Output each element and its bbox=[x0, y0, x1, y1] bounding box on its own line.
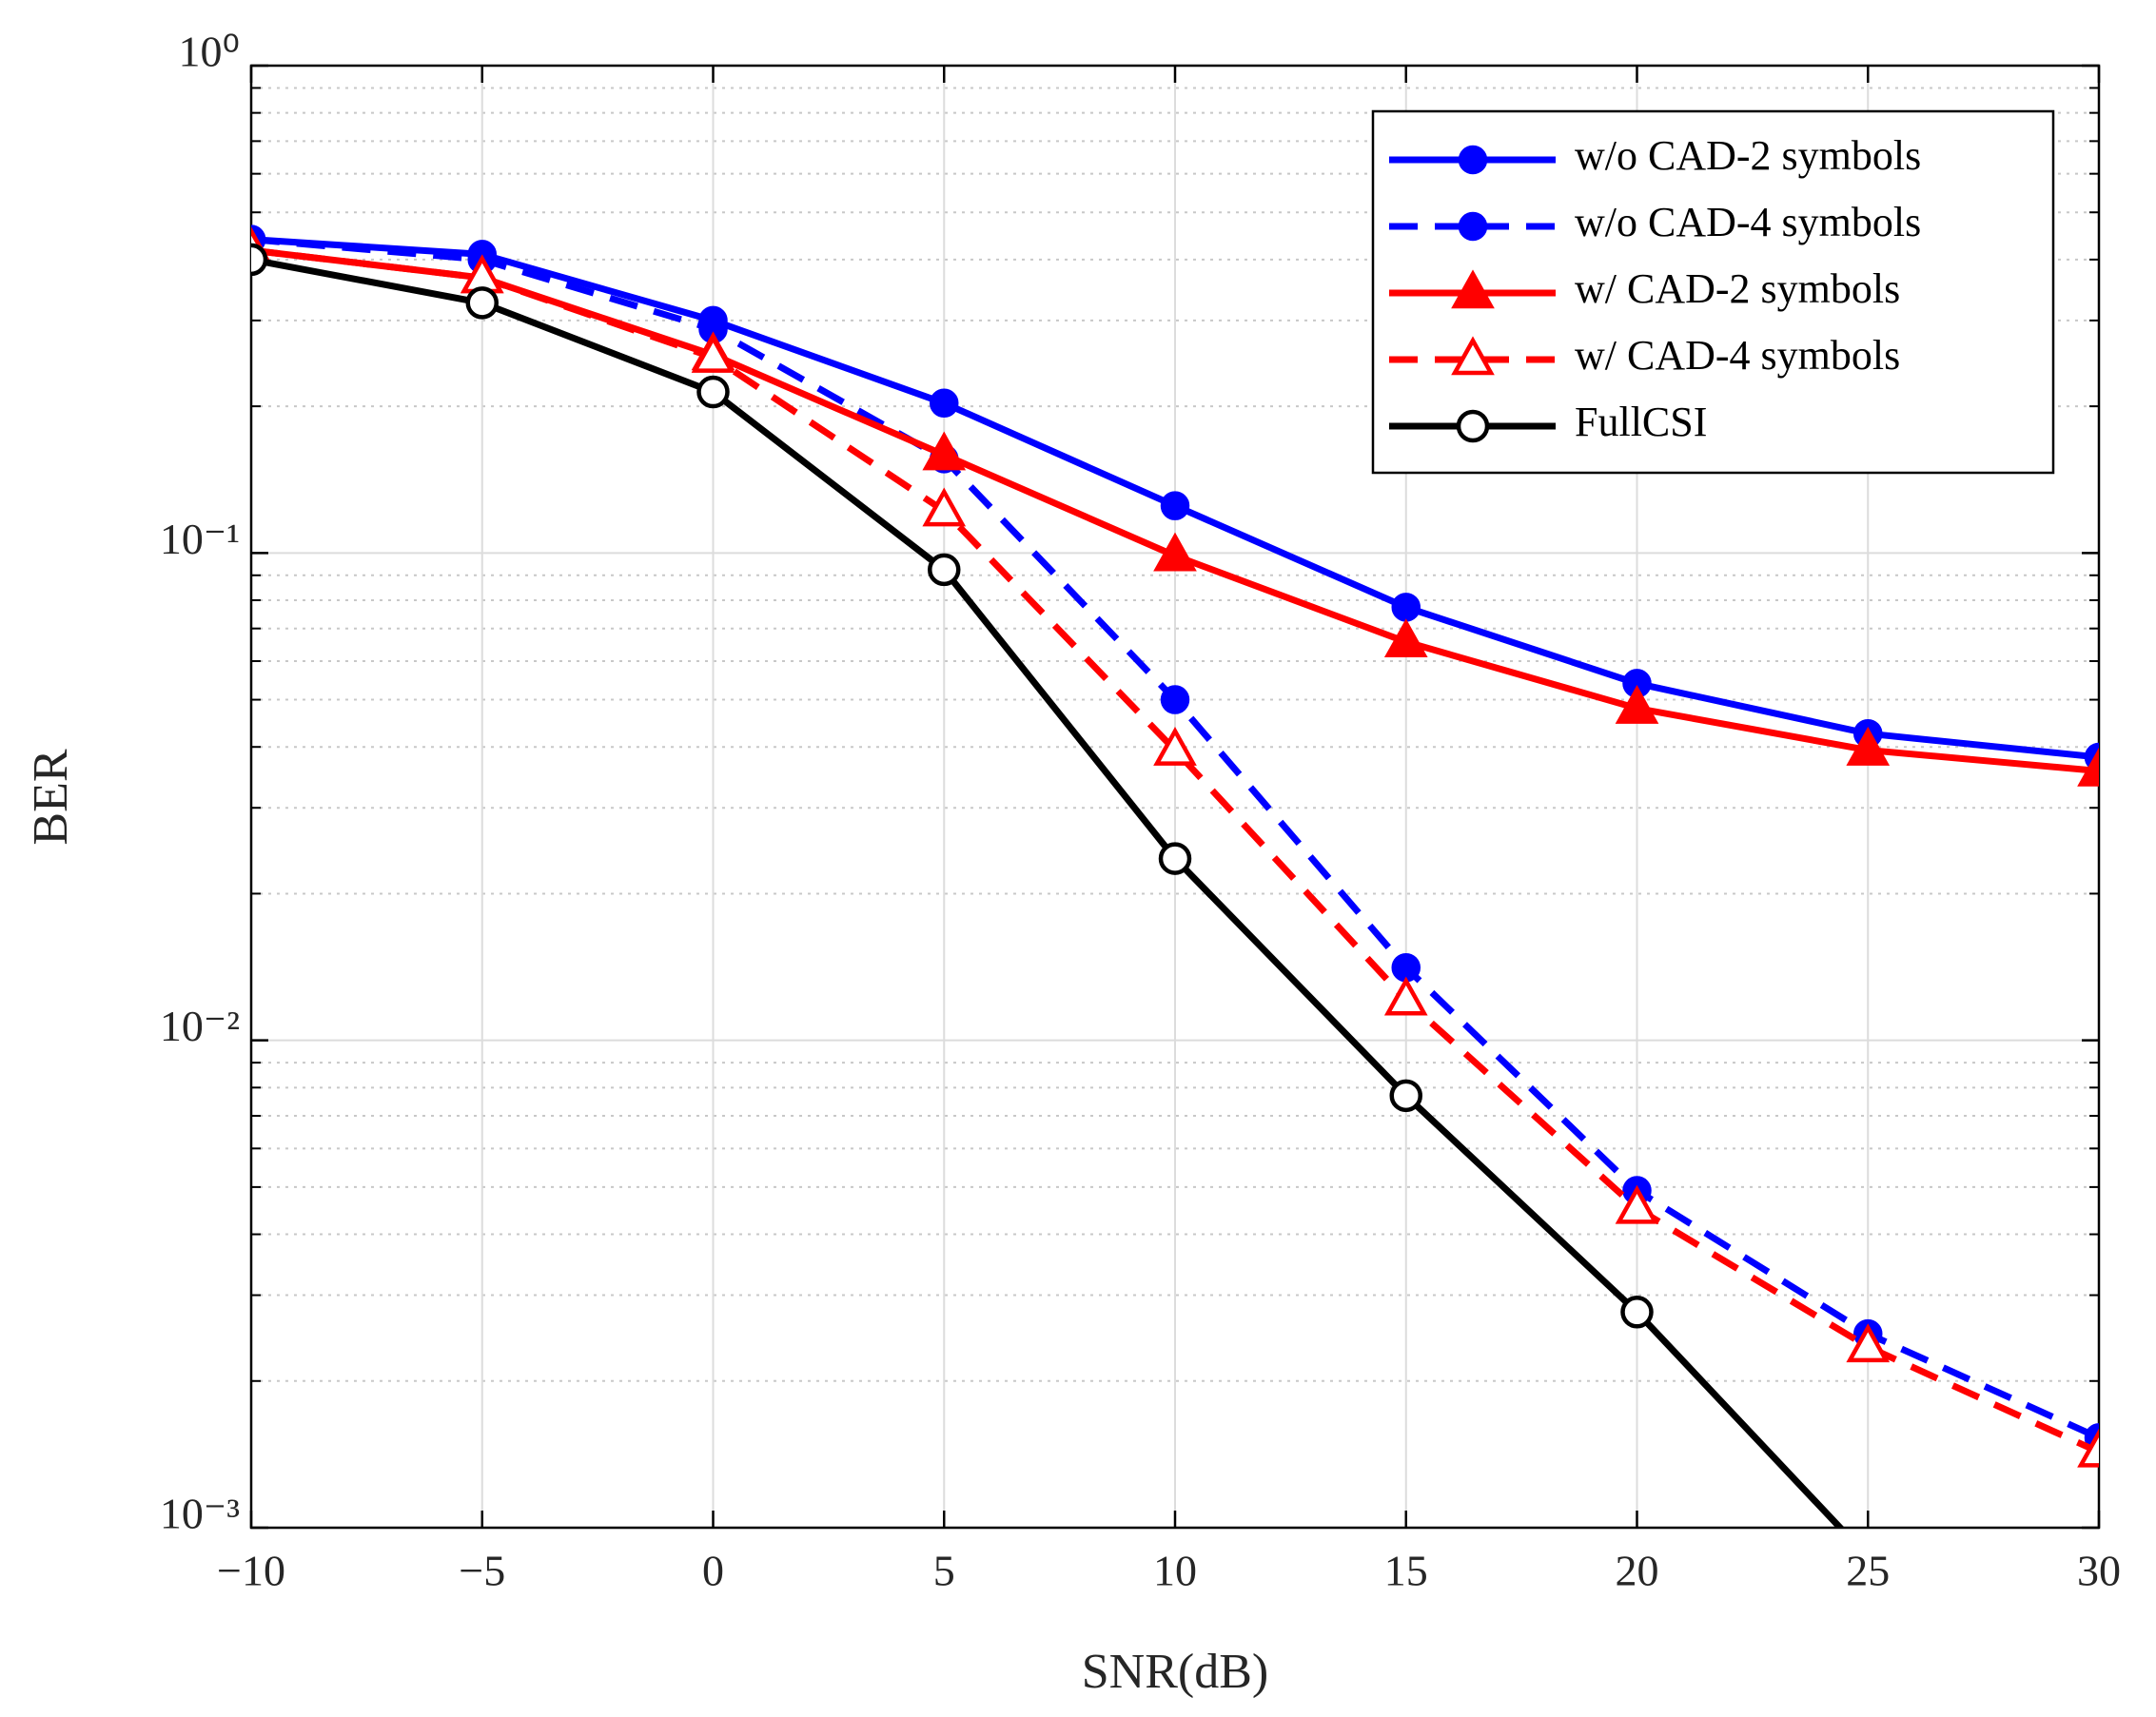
marker bbox=[928, 553, 961, 587]
marker bbox=[1383, 618, 1428, 658]
marker bbox=[1620, 1296, 1654, 1329]
y-tick-label: 10⁻³ bbox=[160, 1490, 240, 1538]
marker bbox=[1389, 1079, 1422, 1113]
series-line bbox=[251, 256, 1845, 1528]
marker bbox=[930, 388, 959, 419]
marker bbox=[2077, 747, 2099, 787]
y-tick-label: 10⁰ bbox=[179, 28, 240, 76]
legend-label: w/ CAD-4 symbols bbox=[1575, 332, 1900, 379]
plot-frame bbox=[249, 64, 2101, 1530]
legend-label: w/o CAD-4 symbols bbox=[1575, 199, 1921, 245]
x-tick-label: 30 bbox=[2077, 1547, 2121, 1595]
marker bbox=[691, 334, 735, 373]
marker bbox=[1615, 1184, 1659, 1224]
legend-label: FullCSI bbox=[1575, 399, 1707, 445]
x-tick-label: 0 bbox=[702, 1547, 724, 1595]
marker bbox=[2077, 1428, 2099, 1468]
marker bbox=[465, 286, 499, 320]
marker bbox=[696, 375, 730, 409]
x-axis-label: SNR(dB) bbox=[1082, 1645, 1268, 1699]
legend-label: w/o CAD-2 symbols bbox=[1575, 132, 1921, 179]
x-tick-label: −5 bbox=[459, 1547, 505, 1595]
legend-marker bbox=[1451, 269, 1495, 309]
legend-label: w/ CAD-2 symbols bbox=[1575, 265, 1900, 312]
marker bbox=[1160, 685, 1190, 714]
marker bbox=[1383, 976, 1428, 1016]
marker bbox=[1153, 532, 1197, 572]
marker bbox=[1391, 952, 1421, 983]
x-tick-label: −10 bbox=[217, 1547, 285, 1595]
legend-marker bbox=[1456, 409, 1490, 443]
x-tick-label: 10 bbox=[1153, 1547, 1197, 1595]
legend-marker bbox=[1458, 211, 1488, 242]
marker bbox=[1615, 685, 1659, 724]
marker bbox=[1153, 726, 1197, 766]
x-tick-label: 20 bbox=[1616, 1547, 1659, 1595]
x-tick-label: 15 bbox=[1384, 1547, 1428, 1595]
legend-marker bbox=[1458, 145, 1488, 175]
marker bbox=[1846, 726, 1891, 766]
x-tick-label: 25 bbox=[1846, 1547, 1890, 1595]
marker bbox=[1158, 842, 1192, 875]
x-tick-label: 5 bbox=[933, 1547, 955, 1595]
marker bbox=[1846, 1323, 1891, 1363]
y-axis-label: BER bbox=[24, 749, 78, 845]
marker bbox=[922, 487, 967, 527]
y-tick-label: 10⁻¹ bbox=[160, 515, 240, 563]
plot-area bbox=[251, 224, 2099, 1528]
marker bbox=[922, 431, 967, 471]
marker bbox=[1391, 593, 1421, 622]
legend-marker bbox=[1451, 336, 1495, 376]
marker bbox=[1160, 491, 1190, 520]
y-tick-label: 10⁻² bbox=[160, 1002, 240, 1050]
legend: w/o CAD-2 symbols w/o CAD-4 symbols w/ CAD… bbox=[1371, 109, 2055, 475]
marker bbox=[251, 243, 268, 277]
